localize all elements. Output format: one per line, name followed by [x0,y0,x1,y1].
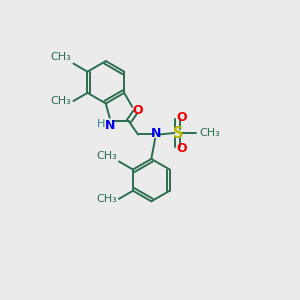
Text: O: O [177,142,187,155]
Text: CH₃: CH₃ [51,52,71,62]
Text: N: N [104,119,115,132]
Text: CH₃: CH₃ [96,194,117,204]
Text: O: O [133,104,143,117]
Text: CH₃: CH₃ [96,151,117,160]
Text: S: S [172,125,183,140]
Text: CH₃: CH₃ [51,96,71,106]
Text: CH₃: CH₃ [199,128,220,138]
Text: O: O [177,111,187,124]
Text: H: H [97,119,106,129]
Text: N: N [151,127,161,140]
